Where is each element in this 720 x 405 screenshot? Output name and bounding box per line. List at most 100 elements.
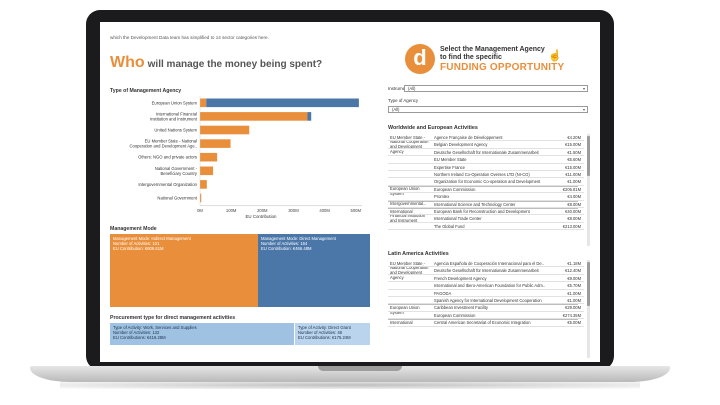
table-row[interactable]: European Bank for Reconstruction and Dev… — [388, 208, 584, 216]
section-procurement: Procurement type for direct management a… — [110, 315, 236, 321]
title-who: Who — [110, 54, 145, 71]
table-row[interactable]: Deutsche Gesellschaft für Internationale… — [388, 149, 584, 157]
instrument-label: Instrument — [388, 86, 409, 91]
bar — [307, 112, 312, 121]
group-separator — [388, 208, 578, 209]
funding-logo-icon: d — [405, 44, 435, 74]
category-label: National Government -Beneficiary Country — [155, 166, 198, 176]
worldwide-scrollbar[interactable] — [587, 134, 590, 246]
bar — [200, 139, 231, 148]
table-row[interactable]: Deutsche Gesellschaft für Internationale… — [388, 267, 584, 275]
cta-line-2: to find the specific — [440, 54, 502, 61]
table-row[interactable]: Promtex €4.00M — [388, 193, 584, 201]
agency-name: Agence Française de Développement — [434, 135, 503, 140]
pointer-hand-icon: ☝ — [548, 50, 562, 62]
group-label: International Financial Institution and … — [390, 208, 426, 224]
agency-name: EU Member State — [434, 157, 467, 163]
category-label: European Union System — [152, 100, 198, 105]
cta-line-1: Select the Management Agency — [440, 46, 545, 53]
category-label: International Financial Institution and I… — [150, 111, 198, 121]
eu-contribution-value: €274.35M — [562, 312, 581, 318]
worldwide-scroll-thumb[interactable] — [587, 136, 590, 176]
table-row[interactable]: International Trade Center €8.00M — [388, 215, 584, 223]
table-row[interactable]: European Commission €206.81M — [388, 186, 584, 194]
chevron-down-icon: ▾ — [582, 107, 585, 112]
agency-label: Type of Agency — [388, 98, 419, 103]
section-type-of-agency: Type of Management Agency — [110, 88, 182, 94]
agency-name: International Science and Technology Cen… — [434, 201, 516, 207]
procurement-grant-tile[interactable]: Type of Activity: Direct Grant Number of… — [295, 323, 370, 345]
table-row[interactable]: EU Member State €5.60M — [388, 156, 584, 164]
bar — [200, 180, 207, 189]
eu-contribution-value: €1.00M — [567, 290, 581, 296]
mode-direct-line1: Management Mode: Direct Management — [261, 236, 336, 241]
procurement-works-tile[interactable]: Type of Activity: Work, Services and Sup… — [110, 323, 294, 345]
worldwide-table: EU Member State - National Cooperation a… — [388, 134, 584, 246]
mode-indirect-tile[interactable]: Management Mode: Indirect Management Num… — [110, 234, 258, 307]
table-row[interactable]: European Commission €274.35M — [388, 312, 584, 320]
mode-direct-tile[interactable]: Management Mode: Direct Management Numbe… — [258, 234, 370, 307]
table-row[interactable]: Agence Française de Développement €4.20M — [388, 134, 584, 142]
agency-bar-chart: European Union System International Finan… — [110, 94, 372, 227]
x-tick-label: 500M — [351, 208, 362, 213]
page-title: Who will manage the money being spent? — [110, 54, 322, 72]
table-row[interactable]: Expertise France €15.00M — [388, 164, 584, 171]
title-rest: will manage the money being spent? — [147, 59, 323, 70]
table-row[interactable]: French Development Agency €9.00M — [388, 275, 584, 283]
eu-contribution-value: €5.70M — [567, 283, 581, 289]
instrument-dropdown[interactable]: (All) ▾ — [404, 85, 588, 92]
x-axis-label: EU Contribution — [246, 214, 278, 219]
eu-contribution-value: €8.00M — [567, 201, 581, 207]
eu-contribution-value: €29.00M — [565, 305, 581, 311]
x-tick-label: 0M — [197, 208, 203, 213]
eu-contribution-value: €1.18M — [567, 261, 581, 266]
mode-indirect-line2: Number of Activities: 101 — [113, 241, 160, 246]
section-management-mode: Management Mode — [110, 226, 157, 232]
instrument-value: (All) — [408, 86, 416, 91]
agency-dropdown[interactable]: (All) ▾ — [388, 106, 588, 113]
category-label: United Nations System — [154, 128, 197, 133]
category-label: Others: NGO and private actors — [138, 155, 197, 160]
eu-contribution-value: €213.00M — [562, 223, 581, 229]
agency-name: The Global Fund — [434, 223, 465, 229]
table-row[interactable]: Spanish Agency for International Develop… — [388, 297, 584, 305]
table-row[interactable]: Caribbean Investment Facility €29.00M — [388, 304, 584, 312]
agency-name: Deutsche Gesellschaft für Internationale… — [434, 149, 539, 155]
table-row[interactable]: Agencia Española de Cooperación Internac… — [388, 260, 584, 268]
proc-works-line3: EU Contributions: €416.28M — [113, 335, 166, 340]
table-row[interactable]: International and Ibero-American Foundat… — [388, 282, 584, 290]
bar — [200, 166, 214, 176]
table-row[interactable]: Central American Secretariat of Economic… — [388, 319, 584, 327]
laptop-shadow — [60, 381, 640, 389]
dashboard-screen: which the Development Data team has simp… — [100, 22, 600, 362]
table-row[interactable]: PAGODA €1.00M — [388, 290, 584, 297]
category-label: National Government — [157, 196, 197, 201]
table-row[interactable]: Belgian Development Agency €15.00M — [388, 141, 584, 149]
eu-contribution-value: €5.60M — [567, 157, 581, 163]
eu-contribution-value: €4.00M — [567, 194, 581, 200]
group-label: Intergovernmental... — [390, 201, 427, 207]
eu-contribution-value: €9.00M — [567, 275, 581, 281]
eu-contribution-value: €11.00M — [565, 172, 581, 177]
group-separator — [388, 200, 578, 202]
x-tick-label: 300M — [288, 208, 299, 213]
latin-scroll-thumb[interactable] — [587, 262, 590, 306]
table-row[interactable]: Organization for Economic Co-operation a… — [388, 178, 584, 186]
table-row[interactable]: The Global Fund €213.00M — [388, 223, 584, 231]
agency-name: Northern Ireland Co-Operation Overses LT… — [434, 172, 530, 177]
category-label: Intergovernmental Organization — [138, 182, 197, 187]
mode-direct-line3: EU Contribution: €466.48M — [261, 246, 312, 251]
x-tick-label: 400M — [319, 208, 330, 213]
table-row[interactable]: Northern Ireland Co-Operation Overses LT… — [388, 171, 584, 179]
eu-contribution-value: €12.40M — [565, 268, 581, 274]
eu-contribution-value: €4.20M — [567, 135, 581, 140]
section-worldwide: Worldwide and European Activities — [388, 125, 478, 131]
latin-scrollbar[interactable] — [587, 260, 590, 358]
agency-name: Belgian Development Agency — [434, 142, 488, 148]
section-latin-america: Latin America Activities — [388, 251, 449, 257]
eu-contribution-value: €8.00M — [567, 216, 581, 222]
agency-name: Central American Secretariat of Economic… — [434, 320, 531, 326]
x-tick-label: 100M — [226, 208, 237, 213]
table-row[interactable]: International Science and Technology Cen… — [388, 201, 584, 208]
mode-indirect-line1: Management Mode: Indirect Management — [113, 236, 191, 241]
